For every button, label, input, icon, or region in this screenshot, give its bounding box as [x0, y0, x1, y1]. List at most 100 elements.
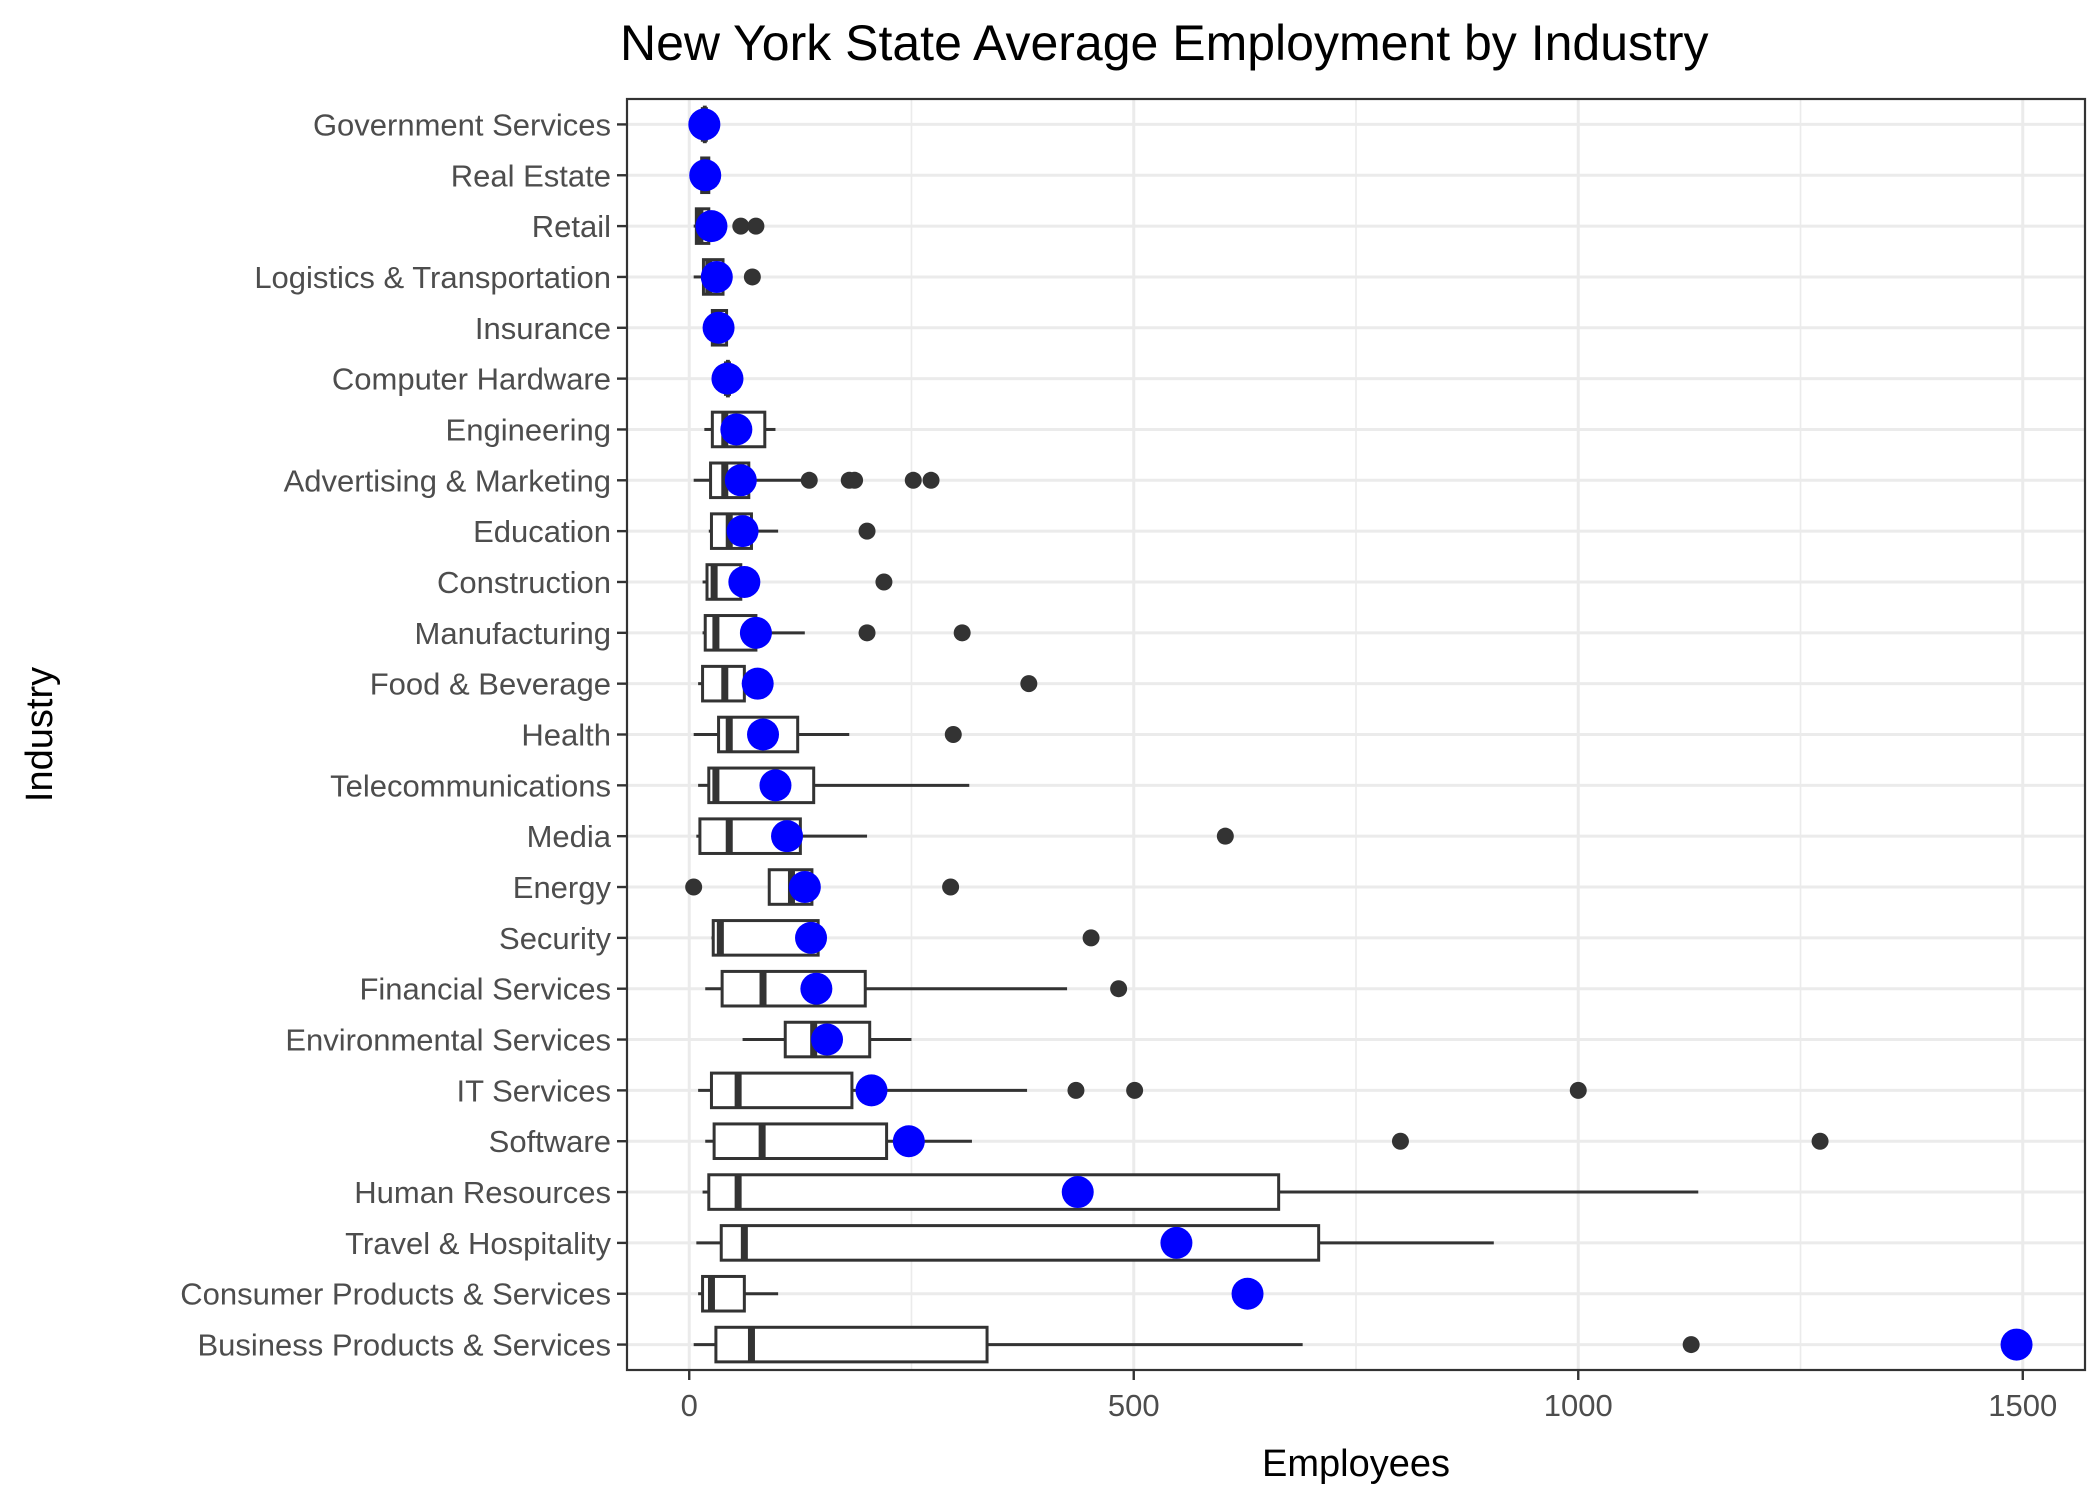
y-tick-label: Computer Hardware: [332, 362, 611, 397]
mean-point: [2000, 1328, 2033, 1361]
outlier-point: [1216, 827, 1234, 845]
outlier-point: [942, 878, 960, 896]
y-tick-label: Travel & Hospitality: [345, 1226, 611, 1261]
outlier-point: [944, 726, 962, 743]
y-tick-label: Education: [473, 514, 611, 549]
mean-point: [726, 515, 759, 548]
box: [709, 1071, 854, 1110]
y-tick-label: Food & Beverage: [370, 667, 611, 702]
outlier-point: [747, 217, 765, 235]
mean-point: [724, 464, 757, 497]
y-tick-label: Advertising & Marketing: [284, 463, 611, 498]
outlier-point: [922, 471, 940, 489]
mean-point: [771, 820, 804, 853]
y-tick-label: Media: [527, 819, 612, 854]
outlier-point: [1082, 929, 1100, 947]
outlier-point: [685, 878, 703, 896]
y-tick-label: Government Services: [313, 107, 611, 142]
box-group: [698, 1274, 779, 1313]
y-tick-label: Financial Services: [359, 972, 611, 1007]
box-group: [702, 1173, 1699, 1211]
mean-point: [741, 667, 774, 700]
outlier-point: [1811, 1132, 1829, 1150]
box-group: [696, 1224, 1494, 1262]
mean-point: [800, 972, 833, 1005]
x-tick-label: 1000: [1544, 1388, 1613, 1423]
mean-point: [788, 871, 821, 904]
outlier-point: [1126, 1081, 1144, 1099]
y-tick-label: Retail: [532, 209, 611, 244]
mean-point: [700, 260, 733, 293]
outlier-point: [732, 217, 750, 235]
mean-markers: [688, 108, 2033, 1361]
outlier-point: [1569, 1081, 1587, 1099]
mean-point: [688, 108, 721, 141]
outlier-point: [875, 573, 893, 591]
outlier-point: [858, 624, 876, 642]
box-group: [705, 1122, 1829, 1161]
mean-point: [855, 1074, 888, 1107]
outlier-point: [1020, 675, 1038, 693]
mean-point: [892, 1125, 925, 1158]
y-tick-label: Consumer Products & Services: [180, 1277, 611, 1312]
mean-point: [711, 362, 744, 395]
y-tick-label: Insurance: [475, 311, 611, 346]
chart-title: New York State Average Employment by Ind…: [620, 15, 1709, 71]
y-tick-label: Software: [489, 1124, 611, 1159]
box: [714, 1325, 989, 1364]
y-tick-label: Energy: [513, 870, 612, 905]
outlier-point: [1391, 1132, 1409, 1150]
x-axis-title: Employees: [1262, 1443, 1450, 1485]
mean-point: [739, 616, 772, 649]
y-tick-label: Security: [499, 921, 611, 956]
grid-lines: [627, 99, 2085, 1370]
box: [719, 1224, 1321, 1262]
mean-point: [811, 1023, 844, 1056]
box: [707, 1173, 1281, 1211]
y-tick-label: Real Estate: [451, 158, 611, 193]
box-group: [698, 1071, 1587, 1110]
mean-point: [695, 210, 728, 243]
y-tick-label: Manufacturing: [415, 616, 611, 651]
mean-point: [1160, 1226, 1193, 1259]
outlier-point: [953, 624, 971, 642]
y-tick-label: Logistics & Transportation: [254, 260, 611, 295]
box-group: [698, 766, 970, 805]
y-tick-label: Telecommunications: [330, 768, 611, 803]
mean-point: [795, 921, 828, 954]
box-group: [698, 664, 1038, 703]
outlier-point: [1110, 980, 1128, 998]
outlier-point: [904, 471, 922, 489]
mean-point: [728, 565, 761, 598]
mean-point: [1231, 1277, 1264, 1310]
mean-point: [759, 769, 792, 802]
x-tick-label: 0: [681, 1388, 698, 1423]
outlier-point: [858, 522, 876, 540]
y-tick-label: Engineering: [446, 412, 611, 447]
y-tick-label: IT Services: [457, 1073, 611, 1108]
mean-point: [689, 159, 722, 192]
mean-point: [747, 718, 780, 751]
mean-point: [1061, 1176, 1094, 1209]
outlier-point: [800, 471, 818, 489]
axes: Government Services Real Estate Retail Logi…: [180, 107, 2057, 1423]
box-group: [693, 1325, 1700, 1364]
y-tick-label: Health: [521, 718, 611, 753]
outlier-point: [743, 268, 761, 286]
y-tick-label: Construction: [437, 565, 611, 600]
y-axis-title: Industry: [19, 667, 61, 802]
mean-point: [720, 413, 753, 446]
x-tick-label: 500: [1108, 1388, 1160, 1423]
box: [720, 969, 867, 1008]
mean-point: [702, 311, 735, 344]
outlier-point: [1682, 1336, 1700, 1354]
y-tick-label: Business Products & Services: [197, 1328, 611, 1363]
outlier-point: [1067, 1081, 1085, 1099]
outlier-point: [846, 471, 864, 489]
box: [712, 1122, 889, 1161]
box-group: [705, 969, 1128, 1008]
x-tick-label: 1500: [1988, 1388, 2057, 1423]
y-tick-label: Human Resources: [354, 1175, 611, 1210]
y-tick-label: Environmental Services: [285, 1023, 611, 1058]
